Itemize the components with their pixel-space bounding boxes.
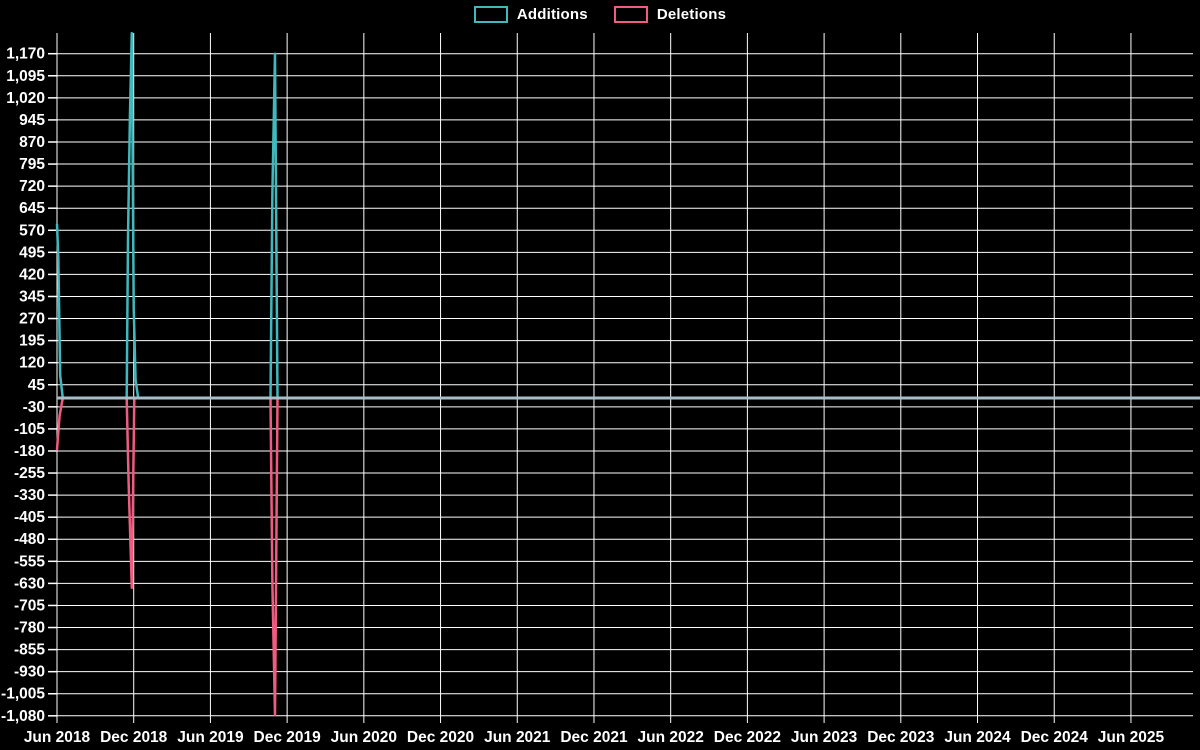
y-tick-label: 120 — [19, 355, 45, 372]
y-tick-label: 1,170 — [6, 46, 45, 63]
x-tick-label: Jun 2024 — [944, 729, 1011, 746]
y-tick-label: -855 — [14, 642, 45, 659]
y-tick-label: -705 — [14, 597, 45, 614]
additions-swatch-icon — [473, 6, 508, 23]
x-tick-label: Dec 2023 — [867, 729, 935, 746]
y-tick-label: 420 — [19, 266, 45, 283]
x-tick-label: Dec 2020 — [407, 729, 474, 746]
x-tick-label: Jun 2023 — [791, 729, 858, 746]
y-tick-label: 870 — [19, 134, 45, 151]
x-tick-label: Dec 2019 — [254, 729, 322, 746]
x-tick-label: Jun 2025 — [1098, 729, 1165, 746]
y-tick-label: -480 — [14, 531, 45, 548]
x-tick-label: Dec 2018 — [100, 729, 168, 746]
x-tick-label: Jun 2022 — [638, 729, 704, 746]
y-tick-label: 195 — [19, 333, 45, 350]
legend-item-additions[interactable]: Additions — [473, 6, 588, 23]
y-tick-label: -30 — [23, 399, 45, 416]
x-tick-label: Dec 2024 — [1021, 729, 1089, 746]
y-tick-label: -1,005 — [1, 686, 45, 703]
y-tick-label: 45 — [28, 377, 46, 394]
y-tick-label: 795 — [19, 156, 45, 173]
y-tick-label: 945 — [19, 112, 45, 129]
x-tick-label: Dec 2022 — [714, 729, 781, 746]
deletions-line — [55, 396, 1200, 717]
y-tick-label: 645 — [19, 200, 45, 217]
y-tick-label: -555 — [14, 553, 45, 570]
y-tick-label: 1,020 — [6, 90, 45, 107]
y-tick-label: 720 — [19, 178, 45, 195]
y-tick-label: -630 — [14, 575, 45, 592]
legend-item-deletions[interactable]: Deletions — [613, 6, 727, 23]
y-tick-label: -105 — [14, 421, 45, 438]
y-tick-label: -780 — [14, 620, 45, 637]
legend-label-deletions: Deletions — [656, 6, 727, 23]
y-tick-label: 345 — [19, 288, 45, 305]
y-tick-label: -405 — [14, 509, 45, 526]
x-tick-label: Dec 2021 — [560, 729, 628, 746]
y-tick-label: 1,095 — [6, 68, 45, 85]
y-tick-label: 495 — [19, 244, 45, 261]
chart-legend: Additions Deletions — [0, 6, 1200, 23]
y-tick-label: 270 — [19, 311, 45, 328]
x-tick-label: Jun 2021 — [484, 729, 551, 746]
additions-line — [55, 31, 1200, 400]
y-tick-label: -255 — [14, 465, 45, 482]
y-tick-label: -930 — [14, 664, 45, 681]
y-tick-label: -180 — [14, 443, 45, 460]
legend-label-additions: Additions — [516, 6, 588, 23]
deletions-swatch-icon — [613, 6, 648, 23]
x-tick-label: Jun 2020 — [331, 729, 397, 746]
x-tick-label: Jun 2019 — [177, 729, 244, 746]
y-tick-label: -330 — [14, 487, 45, 504]
y-tick-label: 570 — [19, 222, 45, 239]
x-tick-label: Jun 2018 — [24, 729, 91, 746]
y-tick-label: -1,080 — [1, 708, 45, 725]
